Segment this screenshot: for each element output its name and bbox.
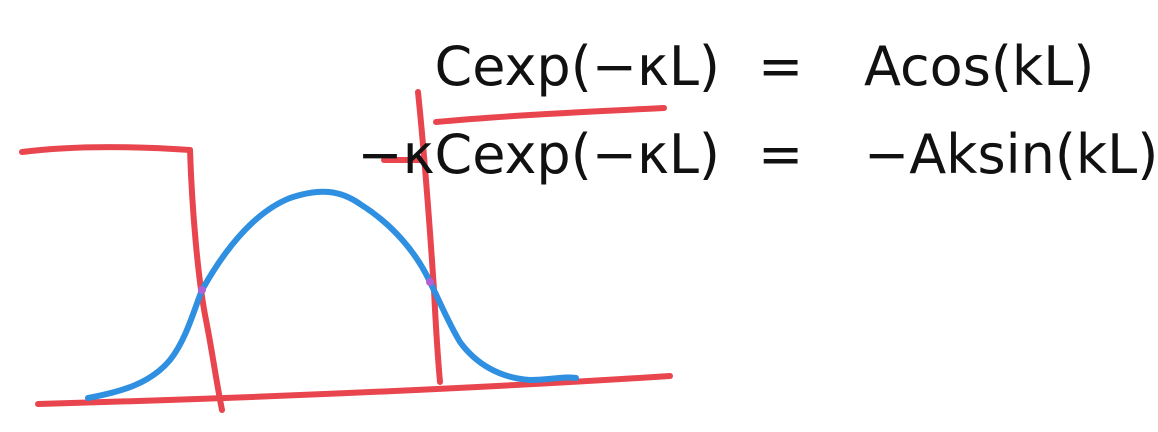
equation-1-equals-sign: = [758,35,804,98]
right-intersection-mark [426,278,434,286]
wavefunction-curve [85,188,579,401]
equation-1-rhs: Acos(kL) [864,35,1095,98]
equation-2-lhs: −κCexp(−κL) [357,123,720,186]
left-wall-stroke [187,147,225,413]
equation-2-equals-sign: = [758,123,804,186]
underline-stroke [433,105,667,125]
left-barrier-top-stroke [19,144,193,155]
left-intersection-mark [198,286,206,294]
bottom-axis-stroke [35,373,673,407]
equation-2-rhs: −Aksin(kL) [864,123,1158,186]
right-wall-stroke [415,89,443,385]
equation-1-lhs: Cexp(−κL) [434,35,720,98]
